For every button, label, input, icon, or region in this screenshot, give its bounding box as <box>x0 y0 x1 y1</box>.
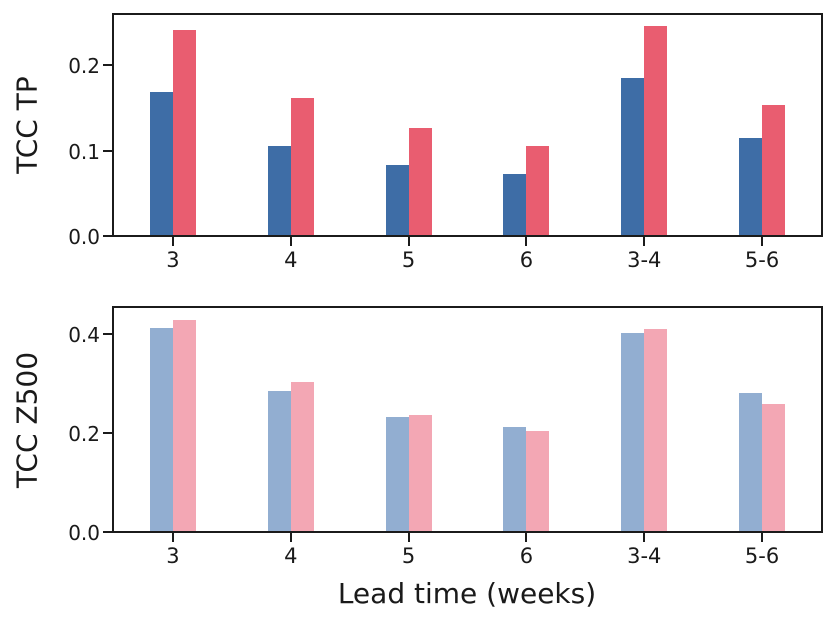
bar-red-4 <box>290 97 314 235</box>
x-axis-tick-label: 5 <box>401 248 416 272</box>
bar-red-6 <box>526 145 550 235</box>
y-axis-tick-label: 0.4 <box>68 322 100 347</box>
bar-light-pink-4 <box>290 382 314 531</box>
x-axis-tick <box>407 237 410 246</box>
x-axis-tick <box>643 533 646 542</box>
bar-light-blue-6 <box>503 426 527 531</box>
bar-dark-blue-3 <box>149 91 173 235</box>
x-axis-tick-label: 3 <box>166 544 180 568</box>
x-axis-tick-label: 5-6 <box>744 248 780 272</box>
y-axis-tick-label: 0.0 <box>68 225 100 249</box>
x-axis-tick-label: 3-4 <box>627 544 662 568</box>
bar-light-blue-3 <box>149 327 173 531</box>
x-axis-tick <box>761 237 764 246</box>
x-axis-tick <box>525 533 528 542</box>
x-axis-tick <box>289 533 292 542</box>
bar-group-4 <box>232 308 350 531</box>
bar-light-blue-5-6 <box>739 392 763 531</box>
bar-group-6 <box>467 308 585 531</box>
bar-red-3-4 <box>644 26 668 235</box>
subplot-tcc-tp: 0.0 0.1 0.2 3 4 5 6 3-4 5-6 <box>68 13 823 272</box>
bar-group-6 <box>467 15 585 235</box>
y-axis-tick <box>103 531 112 533</box>
y-axis-tick <box>103 431 112 434</box>
bar-groups <box>114 308 821 531</box>
bar-light-pink-5 <box>408 414 432 531</box>
bar-groups <box>114 15 821 235</box>
x-axis-tick <box>407 533 410 542</box>
y-axis-tick-label: 0.0 <box>68 521 100 545</box>
bar-dark-blue-5 <box>385 165 409 235</box>
bar-group-5-6 <box>703 15 821 235</box>
x-axis-tick-label: 5-6 <box>744 544 780 568</box>
bar-group-3 <box>114 15 232 235</box>
bar-dark-blue-4 <box>267 145 291 235</box>
bar-group-5-6 <box>703 308 821 531</box>
bar-group-3-4 <box>585 15 703 235</box>
y-axis-label-tcc-z500: TCC Z500 <box>10 351 44 489</box>
x-axis-tick <box>525 237 528 246</box>
bar-light-blue-4 <box>267 390 291 531</box>
x-axis-tick-label: 4 <box>284 248 298 272</box>
x-axis-tick-label: 4 <box>284 544 298 568</box>
bar-group-5 <box>350 15 468 235</box>
x-axis-tick <box>171 533 174 542</box>
bar-light-pink-3-4 <box>644 329 668 531</box>
x-axis-tick-label: 6 <box>519 544 534 568</box>
y-axis-label-tcc-tp: TCC TP <box>10 76 44 174</box>
x-axis-tick <box>289 237 292 246</box>
bar-light-pink-3 <box>172 320 196 531</box>
y-axis-tick <box>103 332 112 335</box>
x-axis-tick-label: 3 <box>166 248 180 272</box>
bar-group-4 <box>232 15 350 235</box>
bar-dark-blue-6 <box>503 173 527 235</box>
bar-light-pink-6 <box>526 431 550 531</box>
bar-group-5 <box>350 308 468 531</box>
y-axis-tick <box>103 64 112 67</box>
x-axis-tick-label: 6 <box>519 248 534 272</box>
bar-light-pink-5-6 <box>762 403 786 531</box>
bar-light-blue-3-4 <box>621 332 645 531</box>
x-axis-tick <box>761 533 764 542</box>
bar-light-blue-5 <box>385 416 409 531</box>
x-axis-tick <box>171 237 174 246</box>
bar-red-5 <box>408 127 432 235</box>
x-axis-tick <box>643 237 646 246</box>
bar-red-5-6 <box>762 105 786 235</box>
y-axis-tick <box>103 149 112 152</box>
y-axis-tick-label: 0.1 <box>68 139 100 164</box>
y-axis-tick-label: 0.2 <box>68 421 100 446</box>
x-axis-tick-label: 5 <box>401 544 416 568</box>
bar-group-3 <box>114 308 232 531</box>
bar-group-3-4 <box>585 308 703 531</box>
x-axis-label: Lead time (weeks) <box>337 577 597 610</box>
subplot-tcc-z500: 0.0 0.2 0.4 3 4 5 6 3-4 5-6 <box>68 306 823 568</box>
x-axis-tick-label: 3-4 <box>627 248 662 272</box>
bar-dark-blue-3-4 <box>621 78 645 235</box>
y-axis-tick-label: 0.2 <box>68 54 100 79</box>
y-axis-tick <box>103 235 112 237</box>
bar-red-3 <box>172 30 196 235</box>
bar-dark-blue-5-6 <box>739 137 763 235</box>
